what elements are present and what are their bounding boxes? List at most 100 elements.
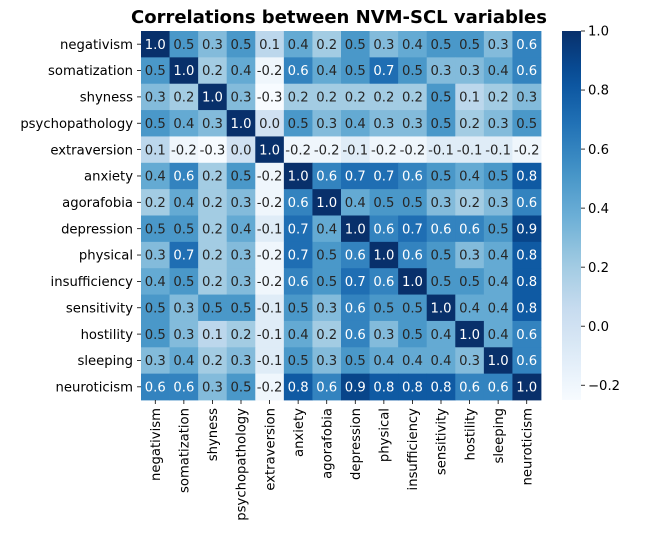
cell-value-label: 0.3 <box>488 117 509 132</box>
heatmap-cell <box>455 215 485 243</box>
y-tick-label: hostility <box>81 328 134 343</box>
cell-value-label: 0.3 <box>145 91 166 106</box>
cell-value-label: 1.0 <box>202 91 223 106</box>
cell-value-label: 0.5 <box>431 170 452 185</box>
cell-value-label: 0.5 <box>488 222 509 237</box>
cell-value-label: 0.6 <box>316 381 337 396</box>
cell-value-label: 1.0 <box>373 249 394 264</box>
cell-value-label: 0.2 <box>202 64 223 79</box>
heatmap-cell <box>141 241 170 269</box>
cell-value-label: 0.2 <box>373 91 394 106</box>
heatmap-cell <box>512 294 542 322</box>
x-tick-label: shyness <box>206 408 221 461</box>
heatmap-cell <box>455 241 485 269</box>
cell-value-label: 0.3 <box>231 196 252 211</box>
heatmap-cell <box>226 320 256 348</box>
cell-value-label: 0.3 <box>516 91 537 106</box>
cell-value-label: 0.5 <box>145 64 166 79</box>
heatmap-cell <box>226 241 256 269</box>
heatmap-cell <box>141 57 170 85</box>
cell-value-label: -0.1 <box>428 143 454 158</box>
heatmap-cell <box>169 83 199 111</box>
cell-value-label: -0.1 <box>257 222 283 237</box>
heatmap-cell <box>483 162 513 190</box>
heatmap-cell <box>169 373 199 401</box>
heatmap-cell <box>455 347 485 375</box>
heatmap-cell <box>483 31 513 58</box>
cell-value-label: 0.4 <box>231 222 252 237</box>
heatmap-cell <box>198 373 228 401</box>
cell-value-label: 0.5 <box>431 275 452 290</box>
heatmap-cell <box>483 189 513 216</box>
heatmap-cell <box>426 162 456 190</box>
cell-value-label: 1.0 <box>459 328 480 343</box>
y-axis-tick-labels: negativism somatization shyness psychopatho… <box>20 38 141 396</box>
x-tick-label: sensitivity <box>435 408 450 475</box>
cell-value-label: 0.1 <box>202 328 223 343</box>
heatmap-cell <box>426 268 456 295</box>
x-axis-tick-labels: negativism somatization shyness psychopatho… <box>149 400 535 521</box>
heatmap-cell <box>141 83 170 111</box>
cell-value-label: -0.2 <box>171 143 197 158</box>
cell-value-label: -0.1 <box>257 354 283 369</box>
heatmap-cell <box>512 215 542 243</box>
heatmap-cell <box>341 136 370 164</box>
cell-value-label: 0.5 <box>231 170 252 185</box>
cell-value-label: 0.6 <box>288 275 309 290</box>
colorbar-tick-label: −0.2 <box>588 379 620 394</box>
heatmap-cell <box>369 373 399 401</box>
heatmap-cell <box>398 241 428 269</box>
cell-value-label: -0.2 <box>400 143 426 158</box>
cell-value-label: 0.5 <box>488 170 509 185</box>
cell-value-label: 0.3 <box>431 64 452 79</box>
colorbar-tick-labels: −0.2 0.0 0.2 0.4 0.6 0.8 1.0 <box>581 25 620 394</box>
heatmap-cell <box>512 268 542 295</box>
cell-value-label: 1.0 <box>431 301 452 316</box>
x-tick-label: extraversion <box>263 408 278 491</box>
heatmap-cell <box>226 31 256 58</box>
cell-value-label: 0.5 <box>373 301 394 316</box>
y-tick-label: agorafobia <box>62 196 133 211</box>
cell-value-label: 0.3 <box>231 275 252 290</box>
heatmap-cell <box>512 110 542 137</box>
heatmap-cell <box>141 320 170 348</box>
cell-value-label: 0.2 <box>202 196 223 211</box>
heatmap-cell <box>169 294 199 322</box>
cell-value-label: 0.5 <box>516 117 537 132</box>
cell-value-label: 0.3 <box>316 117 337 132</box>
cell-value-label: 0.2 <box>145 196 166 211</box>
heatmap-cell <box>283 83 313 111</box>
x-tick-label: neuroticism <box>520 408 535 486</box>
cell-value-label: 0.3 <box>373 38 394 53</box>
heatmap-cell <box>141 347 170 375</box>
y-tick-label: neuroticism <box>56 381 134 396</box>
cell-value-label: 0.3 <box>202 381 223 396</box>
heatmap-cell <box>426 110 456 137</box>
cell-value-label: 0.3 <box>231 354 252 369</box>
heatmap-cell <box>512 320 542 348</box>
cell-value-label: 0.3 <box>459 249 480 264</box>
cell-value-label: 0.5 <box>345 64 366 79</box>
cell-value-label: 0.3 <box>202 38 223 53</box>
cell-value-label: 1.0 <box>288 170 309 185</box>
cell-value-label: 0.2 <box>202 222 223 237</box>
cell-value-label: 0.5 <box>459 275 480 290</box>
heatmap-cell <box>198 347 228 375</box>
heatmap-cell <box>141 136 170 164</box>
heatmap-cell <box>341 268 370 295</box>
cell-value-label: 0.8 <box>516 301 537 316</box>
heatmap-cell <box>169 268 199 295</box>
heatmap-cell <box>283 373 313 401</box>
heatmap-cell <box>255 162 285 190</box>
colorbar <box>562 31 581 400</box>
cell-value-label: 0.5 <box>402 196 423 211</box>
cell-value-label: 0.4 <box>488 275 509 290</box>
cell-value-label: 0.4 <box>145 170 166 185</box>
cell-value-label: 1.0 <box>516 381 537 396</box>
heatmap-cell <box>341 189 370 216</box>
cell-value-label: 0.4 <box>488 249 509 264</box>
heatmap-cell <box>312 162 342 190</box>
cell-value-label: 0.8 <box>516 275 537 290</box>
y-tick-label: physical <box>79 249 133 264</box>
cell-value-label: 0.5 <box>316 275 337 290</box>
